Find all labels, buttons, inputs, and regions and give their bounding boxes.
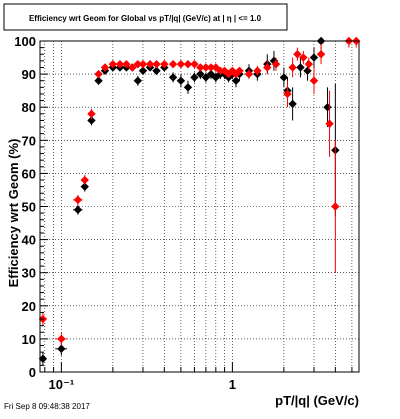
data-point-series-0 <box>176 76 186 85</box>
data-point-series-0 <box>190 73 199 82</box>
data-point-series-1 <box>244 69 254 79</box>
data-point-series-1 <box>201 63 211 72</box>
data-point-series-1 <box>138 59 148 69</box>
data-point-series-1 <box>283 89 292 99</box>
data-point-series-1 <box>122 59 131 69</box>
y-tick-label: 40 <box>22 233 36 248</box>
data-point-series-0 <box>309 53 319 62</box>
x-axis-title: pT/|q| (GeV/c) <box>275 393 359 408</box>
axis-ticks <box>40 40 353 373</box>
data-point-series-0 <box>201 73 211 82</box>
y-tick-label: 10 <box>22 332 36 347</box>
data-point-series-1 <box>160 59 169 69</box>
data-point-series-0 <box>80 182 89 191</box>
data-point-series-0 <box>152 66 161 75</box>
data-point-series-0 <box>288 99 297 109</box>
x-tick-label: 10⁻¹ <box>49 377 75 392</box>
timestamp-footer: Fri Sep 8 09:48:38 2017 <box>4 402 90 411</box>
data-point-series-0 <box>138 66 148 75</box>
data-point-series-1 <box>299 53 308 62</box>
data-point-series-1 <box>231 69 241 79</box>
data-point-series-0 <box>94 76 103 85</box>
y-tick-label: 30 <box>22 266 36 281</box>
data-point-series-1 <box>152 59 161 69</box>
y-tick-label: 20 <box>22 299 36 314</box>
data-point-series-0 <box>303 66 312 75</box>
data-point-series-1 <box>183 59 193 69</box>
x-tick-label: 1 <box>229 377 236 392</box>
y-tick-labels: 0 10 20 30 40 50 60 70 80 90 100 <box>14 34 36 380</box>
data-point-series-0 <box>196 69 205 79</box>
data-point-series-1 <box>176 59 186 69</box>
data-point-series-1 <box>100 63 110 72</box>
y-tick-label: 60 <box>22 166 36 181</box>
data-point-series-1 <box>57 334 66 344</box>
data-point-series-1 <box>293 50 302 59</box>
y-axis-title: Efficiency wrt Geom (%) <box>6 139 21 288</box>
data-point-series-1 <box>196 63 205 72</box>
title-box <box>3 3 288 31</box>
y-tick-label: 80 <box>22 100 36 115</box>
data-point-series-1 <box>309 76 319 85</box>
data-point-series-1 <box>216 66 225 75</box>
data-point-series-1 <box>108 59 118 69</box>
data-point-series-1 <box>331 202 340 211</box>
data-point-series-1 <box>190 59 199 69</box>
data-point-series-1 <box>94 69 103 79</box>
data-point-series-0 <box>57 344 66 354</box>
y-tick-label: 90 <box>22 67 36 82</box>
data-point-series-1 <box>325 119 334 128</box>
y-tick-label: 0 <box>29 365 36 380</box>
data-point-series-1 <box>87 109 96 119</box>
y-tick-label: 50 <box>22 200 36 215</box>
data-point-series-0 <box>231 76 241 85</box>
data-point-series-0 <box>133 76 143 85</box>
y-tick-label: 70 <box>22 133 36 148</box>
data-point-series-1 <box>288 63 297 72</box>
data-point-series-1 <box>304 59 314 69</box>
data-point-series-0 <box>206 69 216 79</box>
data-point-series-1 <box>80 175 89 185</box>
data-point-series-1 <box>253 66 262 75</box>
data-point-series-1 <box>133 59 143 69</box>
data-point-series-0 <box>279 73 289 82</box>
chart-title: Efficiency wrt Geom for Global vs pT/|q|… <box>29 14 262 23</box>
data-point-series-1 <box>115 59 125 69</box>
data-point-series-0 <box>183 83 193 92</box>
data-point-series-1 <box>73 195 83 205</box>
data-point-series-1 <box>168 59 178 69</box>
data-point-series-1 <box>128 63 137 72</box>
grid-lines <box>40 41 359 372</box>
data-point-series-1 <box>228 66 237 75</box>
data-point-series-0 <box>87 116 96 125</box>
data-point-series-1 <box>316 50 326 59</box>
data-point-series-1 <box>271 59 281 69</box>
data-point-series-1 <box>263 63 272 72</box>
data-point-series-1 <box>206 63 216 72</box>
data-point-series-0 <box>168 73 178 82</box>
data-point-series-0 <box>296 63 305 72</box>
data-point-series-1 <box>235 66 244 75</box>
y-tick-label: 100 <box>14 34 36 49</box>
data-point-series-1 <box>145 59 155 69</box>
data-point-series-0 <box>73 205 83 215</box>
